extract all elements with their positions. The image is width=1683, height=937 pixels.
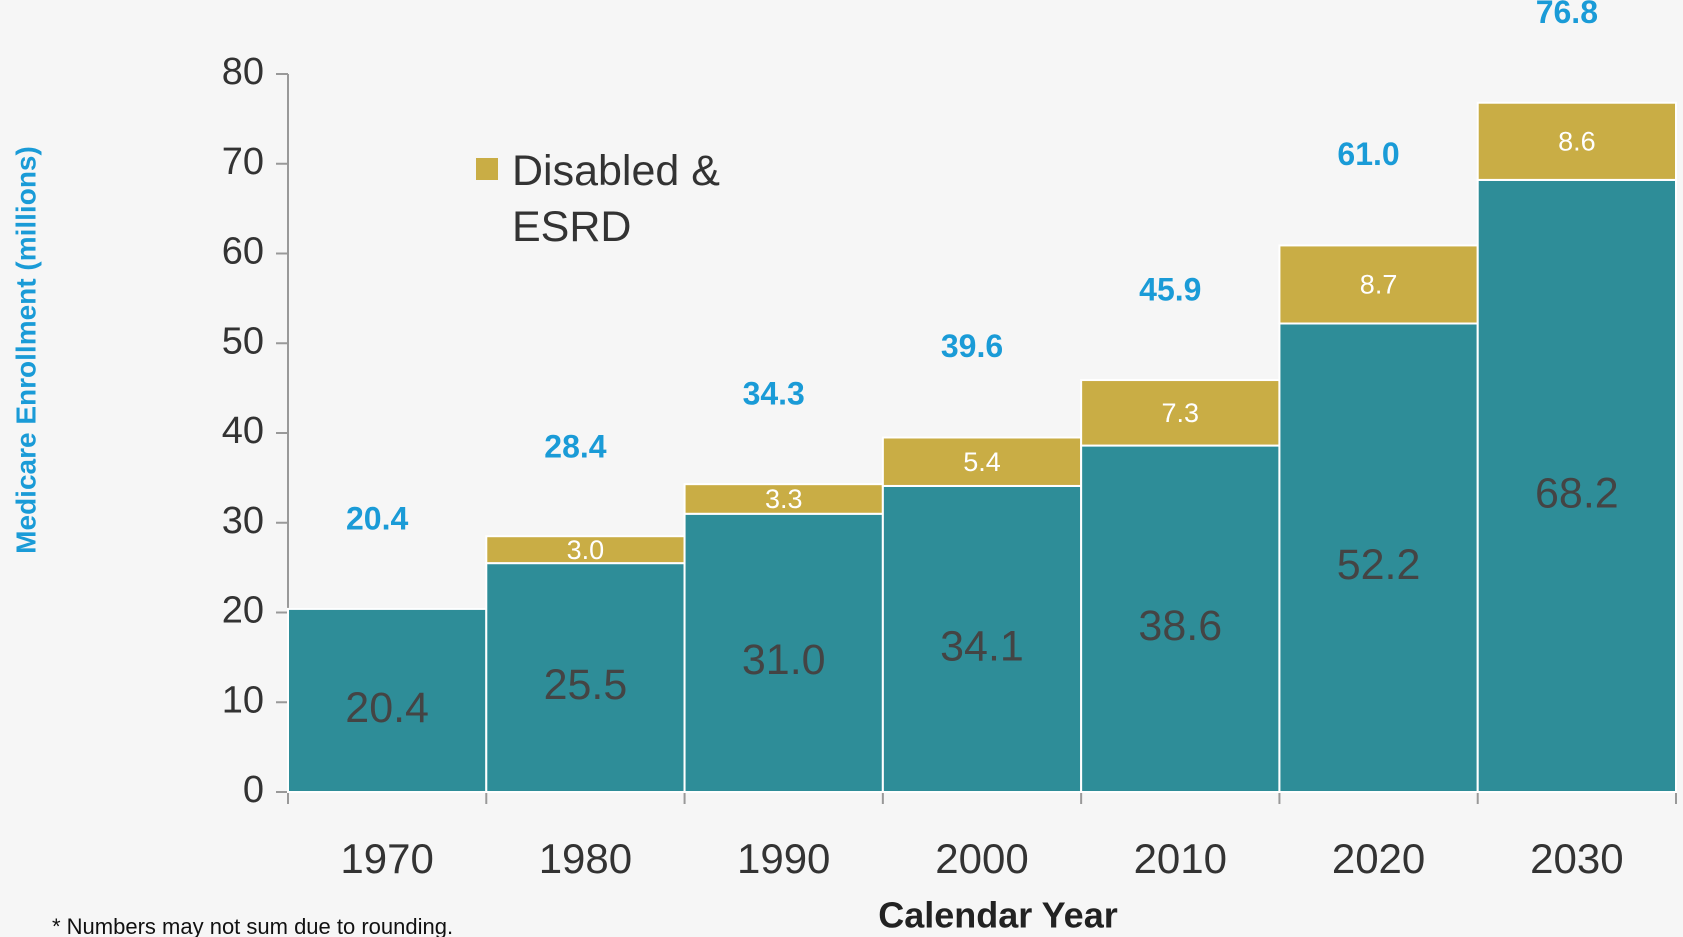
- bar-segment: [1278, 244, 1479, 325]
- x-tick-label: 2030: [1530, 835, 1623, 882]
- bar-segment: [1278, 322, 1479, 793]
- x-tick-label: 1970: [340, 835, 433, 882]
- total-label: 45.9: [1139, 272, 1201, 308]
- y-tick-label: 80: [222, 51, 264, 93]
- total-label: 76.8: [1536, 0, 1598, 30]
- y-tick-label: 60: [222, 231, 264, 273]
- bar-segment: [683, 483, 884, 515]
- y-tick-label: 70: [222, 141, 264, 183]
- x-tick-label: 2000: [935, 835, 1028, 882]
- bar-segment: [1080, 444, 1281, 793]
- bar-segment: [287, 607, 488, 793]
- value-label: 34.1: [940, 622, 1024, 670]
- x-axis-label: Calendar Year: [878, 895, 1117, 936]
- bar-segment: [1476, 178, 1677, 793]
- total-label: 34.3: [743, 376, 805, 412]
- x-tick-label: 2020: [1332, 835, 1425, 882]
- bar-segment: [881, 436, 1083, 487]
- value-label: 3.3: [765, 484, 803, 514]
- y-tick-label: 50: [222, 320, 264, 362]
- bar-segment: [485, 535, 686, 565]
- legend-label: Disabled & ESRD: [512, 147, 720, 251]
- bar-segment: [683, 512, 884, 794]
- value-label: 25.5: [544, 661, 628, 709]
- y-tick-label: 30: [222, 500, 264, 542]
- bar-segment: [1080, 379, 1281, 447]
- footnote: * Numbers may not sum due to rounding.: [52, 914, 453, 937]
- value-label: 31.0: [742, 636, 826, 684]
- value-label: 20.4: [345, 684, 429, 732]
- value-label: 3.0: [567, 535, 605, 565]
- value-label: 52.2: [1337, 541, 1421, 589]
- value-label: 8.6: [1558, 126, 1596, 156]
- x-tick-label: 1990: [737, 835, 830, 882]
- x-tick-label: 1980: [539, 835, 632, 882]
- y-tick-label: 20: [222, 590, 264, 632]
- value-label: 68.2: [1535, 469, 1619, 517]
- total-label: 61.0: [1337, 136, 1399, 172]
- value-label: 7.3: [1162, 398, 1200, 428]
- legend-swatch: [476, 158, 498, 180]
- bar-segment: [1476, 101, 1677, 181]
- bar-segment: [485, 562, 686, 794]
- total-label: 28.4: [544, 429, 606, 465]
- y-tick-label: 40: [222, 410, 264, 452]
- total-label: 39.6: [941, 328, 1003, 364]
- x-tick-label: 2010: [1134, 835, 1227, 882]
- total-label: 20.4: [346, 500, 408, 536]
- y-axis-label: Medicare Enrollment (millions): [10, 146, 41, 554]
- value-label: 8.7: [1360, 270, 1398, 300]
- bar-segment: [881, 484, 1083, 793]
- value-label: 38.6: [1138, 602, 1222, 650]
- y-tick-label: 0: [243, 769, 264, 811]
- value-label: 5.4: [963, 447, 1001, 477]
- y-tick-label: 10: [222, 679, 264, 721]
